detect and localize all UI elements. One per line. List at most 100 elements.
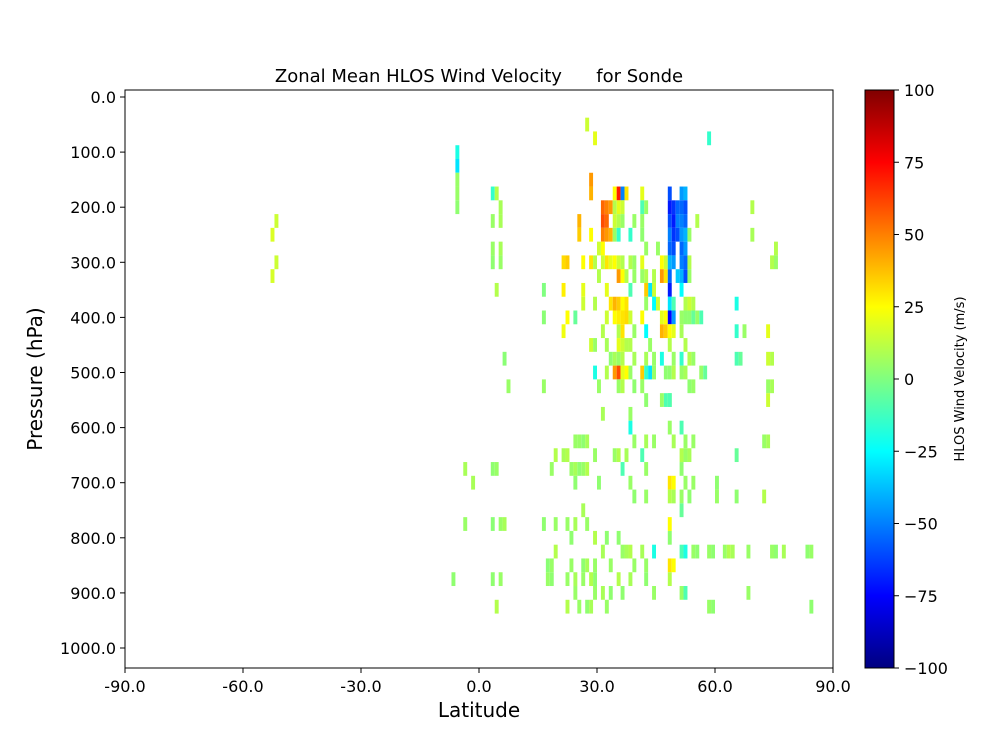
heatmap-cell bbox=[581, 572, 586, 587]
heatmap-cell bbox=[573, 475, 578, 490]
heatmap-cell bbox=[683, 448, 688, 463]
heatmap-cell bbox=[620, 310, 625, 325]
heatmap-cell bbox=[687, 351, 692, 366]
heatmap-cell bbox=[671, 558, 676, 573]
heatmap-cell bbox=[738, 351, 743, 366]
heatmap-cell bbox=[679, 310, 684, 325]
heatmap-cell bbox=[679, 586, 684, 600]
x-tick-label: -90.0 bbox=[104, 677, 145, 696]
heatmap-cell bbox=[624, 296, 629, 311]
heatmap-cell bbox=[553, 544, 558, 559]
heatmap-cell bbox=[541, 310, 546, 325]
heatmap-cell bbox=[675, 214, 680, 228]
heatmap-cell bbox=[569, 558, 574, 573]
heatmap-cell bbox=[593, 365, 597, 380]
heatmap-cell bbox=[553, 517, 558, 531]
colorbar-tick-label: 0 bbox=[904, 370, 914, 389]
heatmap-cell bbox=[766, 434, 771, 449]
heatmap-cell bbox=[455, 172, 460, 187]
heatmap-cell bbox=[675, 227, 680, 242]
heatmap-cell bbox=[561, 448, 566, 463]
heatmap-cell bbox=[604, 200, 609, 215]
colorbar-label: HLOS Wind Velocity (m/s) bbox=[953, 296, 968, 461]
heatmap-cell bbox=[498, 241, 503, 256]
heatmap-cell bbox=[809, 599, 814, 614]
heatmap-cell bbox=[549, 558, 554, 573]
heatmap-cell bbox=[679, 448, 684, 463]
heatmap-cell bbox=[502, 351, 507, 366]
heatmap-cell bbox=[604, 214, 609, 228]
heatmap-cell bbox=[545, 572, 550, 587]
heatmap-cell bbox=[640, 379, 645, 394]
heatmap-cell bbox=[774, 255, 778, 270]
heatmap-cell bbox=[597, 475, 601, 490]
x-axis-label: Latitude bbox=[438, 698, 520, 722]
heatmap-cell bbox=[604, 338, 609, 352]
y-tick-label: 1000.0 bbox=[60, 639, 116, 658]
heatmap-cell bbox=[573, 517, 578, 531]
heatmap-cell bbox=[711, 544, 715, 559]
heatmap-cell bbox=[490, 572, 495, 587]
heatmap-cell bbox=[679, 489, 684, 504]
heatmap-cell bbox=[742, 324, 747, 339]
heatmap-cell bbox=[640, 186, 645, 201]
y-axis-label: Pressure (hPa) bbox=[23, 307, 47, 450]
heatmap-cell bbox=[667, 517, 672, 531]
heatmap-cell bbox=[644, 489, 649, 504]
heatmap-cell bbox=[679, 420, 684, 435]
heatmap-cell bbox=[746, 586, 751, 600]
heatmap-cell bbox=[644, 241, 649, 256]
heatmap-cell bbox=[600, 406, 605, 421]
heatmap-cell bbox=[581, 434, 586, 449]
heatmap-cell bbox=[644, 462, 649, 476]
heatmap-cell bbox=[671, 200, 676, 215]
heatmap-cell bbox=[667, 282, 672, 297]
heatmap-cell bbox=[612, 255, 617, 270]
heatmap-cell bbox=[679, 241, 684, 256]
heatmap-cell bbox=[561, 324, 566, 339]
heatmap-cell bbox=[573, 310, 578, 325]
heatmap-cell bbox=[683, 434, 688, 449]
heatmap-cell bbox=[581, 462, 586, 476]
heatmap-cell bbox=[671, 296, 676, 311]
x-tick-label: -30.0 bbox=[340, 677, 381, 696]
heatmap-cell bbox=[695, 544, 700, 559]
heatmap-cell bbox=[585, 517, 590, 531]
heatmap-cell bbox=[679, 351, 684, 366]
heatmap-cell bbox=[722, 544, 727, 559]
y-tick-label: 700.0 bbox=[70, 474, 116, 493]
heatmap-cell bbox=[640, 544, 645, 559]
heatmap-cell bbox=[687, 269, 692, 283]
heatmap-cell bbox=[663, 310, 668, 325]
y-tick-label: 900.0 bbox=[70, 584, 116, 603]
heatmap-cell bbox=[770, 351, 774, 366]
heatmap-cell bbox=[663, 393, 668, 407]
heatmap-cell bbox=[608, 296, 613, 311]
heatmap-cell bbox=[604, 227, 609, 242]
heatmap-cell bbox=[644, 572, 649, 587]
heatmap-cell bbox=[628, 255, 633, 270]
heatmap-cell bbox=[616, 200, 621, 215]
heatmap-cell bbox=[734, 489, 739, 504]
heatmap-cell bbox=[683, 475, 688, 490]
heatmap-cell bbox=[699, 310, 704, 325]
heatmap-cell bbox=[455, 158, 460, 173]
heatmap-cell bbox=[451, 572, 456, 587]
heatmap-cell bbox=[585, 462, 590, 476]
heatmap-cell bbox=[593, 586, 597, 600]
heatmap-cell bbox=[734, 351, 739, 366]
x-tick-label: 90.0 bbox=[815, 677, 851, 696]
heatmap-cell bbox=[541, 379, 546, 394]
heatmap-cell bbox=[612, 448, 617, 463]
heatmap-cell bbox=[490, 462, 495, 476]
heatmap-cell bbox=[667, 186, 672, 201]
heatmap-cell bbox=[541, 517, 546, 531]
heatmap-cell bbox=[589, 227, 594, 242]
heatmap-cell bbox=[648, 282, 653, 297]
heatmap-cell bbox=[581, 558, 586, 573]
heatmap-cell bbox=[770, 544, 774, 559]
heatmap-cell bbox=[667, 572, 672, 587]
heatmap-cell bbox=[490, 214, 495, 228]
heatmap-cell bbox=[781, 544, 786, 559]
heatmap-cell bbox=[687, 296, 692, 311]
